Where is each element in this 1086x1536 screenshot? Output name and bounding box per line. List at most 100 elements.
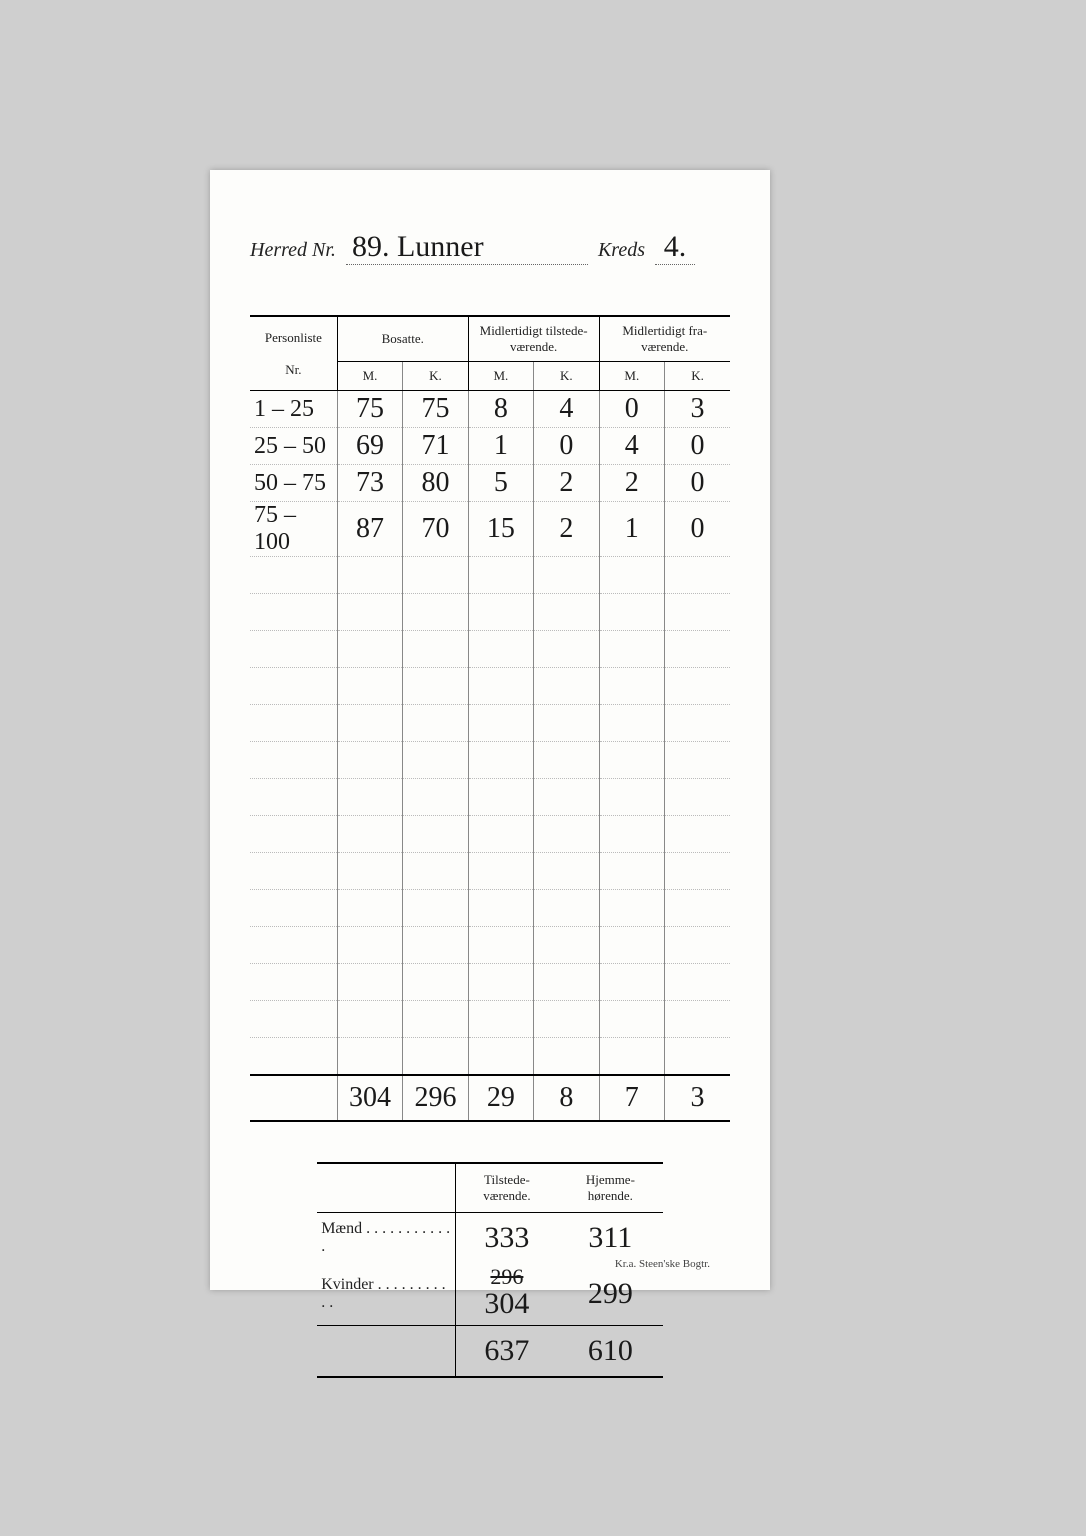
table-row-empty: [250, 853, 730, 890]
cell-empty: [337, 890, 402, 927]
table-row-empty: [250, 779, 730, 816]
cell-bm: 73: [337, 465, 402, 502]
table-row-empty: [250, 964, 730, 1001]
cell-nr: 75 – 100: [250, 502, 337, 557]
cell-empty: [599, 631, 664, 668]
cell-empty: [403, 631, 468, 668]
cell-empty: [534, 853, 599, 890]
cell-empty: [534, 890, 599, 927]
table-row-empty: [250, 631, 730, 668]
cell-empty: [599, 816, 664, 853]
cell-empty: [468, 927, 533, 964]
row-maend: Mænd . . . . . . . . . . . . 333 311: [317, 1213, 663, 1264]
cell-empty: [468, 668, 533, 705]
cell-empty: [665, 1001, 730, 1038]
col-tk: K.: [534, 362, 599, 391]
cell-empty: [665, 779, 730, 816]
total-tm: 29: [468, 1075, 533, 1121]
cell-empty: [665, 853, 730, 890]
cell-empty: [468, 594, 533, 631]
cell-empty: [250, 557, 337, 594]
cell-empty: [665, 557, 730, 594]
printer-footer: Kr.a. Steen'ske Bogtr.: [615, 1258, 710, 1270]
col-tilstede: Tilstede- værende.: [455, 1163, 557, 1213]
cell-empty: [665, 631, 730, 668]
table-row-empty: [250, 742, 730, 779]
cell-empty: [468, 853, 533, 890]
cell-empty: [599, 557, 664, 594]
cell-empty: [468, 705, 533, 742]
cell-empty: [599, 964, 664, 1001]
cell-empty: [250, 631, 337, 668]
cell-empty: [599, 1038, 664, 1076]
cell-empty: [250, 964, 337, 1001]
cell-fm: 0: [599, 391, 664, 428]
cell-empty: [403, 964, 468, 1001]
cell-nr: 1 – 25: [250, 391, 337, 428]
cell-empty: [468, 742, 533, 779]
row-kvinder: Kvinder . . . . . . . . . . . 296 304 29…: [317, 1263, 663, 1325]
cell-nr: 50 – 75: [250, 465, 337, 502]
table-row-empty: [250, 705, 730, 742]
cell-bm: 75: [337, 391, 402, 428]
table-row-empty: [250, 927, 730, 964]
cell-empty: [250, 668, 337, 705]
cell-empty: [250, 1001, 337, 1038]
col-midl-fra: Midlertidigt fra- værende.: [599, 316, 730, 362]
cell-empty: [337, 927, 402, 964]
kvinder-t-struck: 296: [460, 1267, 554, 1287]
cell-empty: [337, 816, 402, 853]
cell-bk: 75: [403, 391, 468, 428]
cell-empty: [599, 594, 664, 631]
cell-tm: 5: [468, 465, 533, 502]
sum-hjemme: 610: [558, 1325, 663, 1377]
cell-empty: [665, 668, 730, 705]
table-row: 50 – 7573805220: [250, 465, 730, 502]
row-sum: 637 610: [317, 1325, 663, 1377]
kreds-label: Kreds: [598, 239, 645, 262]
cell-empty: [534, 1038, 599, 1076]
cell-empty: [403, 594, 468, 631]
table-row-empty: [250, 557, 730, 594]
cell-empty: [665, 890, 730, 927]
cell-empty: [337, 964, 402, 1001]
table-row-empty: [250, 890, 730, 927]
cell-empty: [534, 557, 599, 594]
cell-empty: [403, 742, 468, 779]
cell-empty: [403, 927, 468, 964]
sum-tilstede: 637: [455, 1325, 557, 1377]
kvinder-tilstede: 296 304: [455, 1263, 557, 1325]
cell-empty: [599, 668, 664, 705]
kvinder-t-val: 304: [484, 1287, 529, 1320]
cell-nr: 25 – 50: [250, 428, 337, 465]
cell-empty: [250, 816, 337, 853]
table-row-empty: [250, 594, 730, 631]
cell-empty: [337, 705, 402, 742]
cell-empty: [403, 779, 468, 816]
total-fm: 7: [599, 1075, 664, 1121]
cell-empty: [337, 594, 402, 631]
cell-fm: 1: [599, 502, 664, 557]
cell-empty: [599, 705, 664, 742]
col-bk: K.: [403, 362, 468, 391]
cell-fk: 0: [665, 465, 730, 502]
cell-empty: [599, 779, 664, 816]
cell-tk: 0: [534, 428, 599, 465]
cell-tm: 15: [468, 502, 533, 557]
cell-empty: [250, 853, 337, 890]
cell-empty: [534, 668, 599, 705]
cell-empty: [665, 742, 730, 779]
cell-empty: [250, 594, 337, 631]
cell-empty: [250, 890, 337, 927]
cell-tm: 1: [468, 428, 533, 465]
cell-tm: 8: [468, 391, 533, 428]
cell-empty: [403, 557, 468, 594]
cell-empty: [534, 742, 599, 779]
col-bm: M.: [337, 362, 402, 391]
cell-tk: 2: [534, 465, 599, 502]
cell-empty: [337, 779, 402, 816]
cell-empty: [534, 779, 599, 816]
cell-bm: 87: [337, 502, 402, 557]
col-fk: K.: [665, 362, 730, 391]
maend-hjemme: 311: [558, 1213, 663, 1264]
